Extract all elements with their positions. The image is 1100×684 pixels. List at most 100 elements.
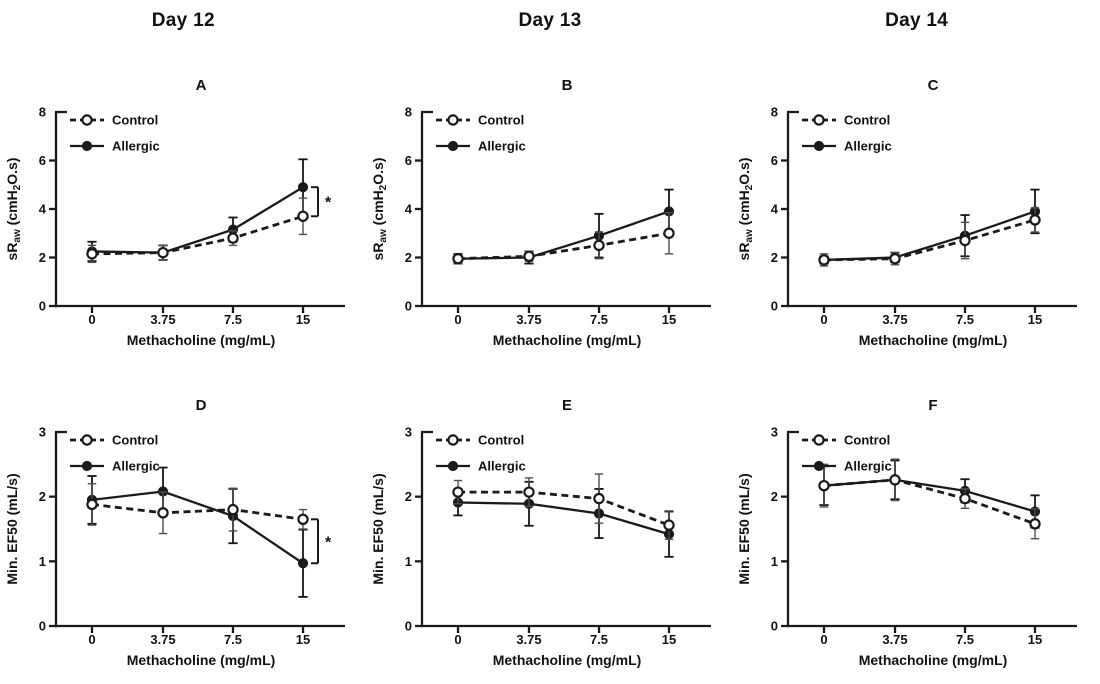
day-header-13: Day 13 bbox=[518, 10, 582, 31]
x-axis-label: Methacholine (mg/mL) bbox=[859, 652, 1008, 668]
y-tick-label: 3 bbox=[39, 425, 46, 440]
series-allergic bbox=[86, 466, 309, 598]
x-tick-label: 0 bbox=[454, 312, 461, 327]
legend: Control Allergic bbox=[436, 113, 526, 154]
y-axis bbox=[49, 110, 67, 308]
y-tick-label: 3 bbox=[405, 425, 412, 440]
x-tick-label: 0 bbox=[88, 312, 95, 327]
x-tick-label: 3.75 bbox=[882, 312, 907, 327]
series-line bbox=[457, 231, 670, 261]
y-axis bbox=[415, 110, 433, 308]
y-tick-label: 0 bbox=[39, 299, 46, 314]
y-tick-label: 1 bbox=[405, 554, 412, 569]
x-tick-label: 15 bbox=[662, 312, 676, 327]
panel-d-chart: D 0 1 2 3 0 3.75 7.5 15 Methacholine (mg/mL) Min. … bbox=[4, 397, 345, 668]
y-axis-label: Min. EF50 (mL/s) bbox=[736, 473, 752, 584]
series-line bbox=[457, 501, 670, 536]
panel-letter: A bbox=[196, 77, 207, 94]
y-axis bbox=[781, 430, 799, 628]
series-line bbox=[458, 490, 670, 527]
legend-label-allergic: Allergic bbox=[478, 139, 526, 154]
y-tick-label: 6 bbox=[39, 153, 46, 168]
series-allergic bbox=[452, 188, 675, 265]
series-line bbox=[823, 478, 1036, 526]
legend-label-allergic: Allergic bbox=[112, 459, 160, 474]
y-tick-label: 6 bbox=[405, 153, 412, 168]
y-axis-label: Min. EF50 (mL/s) bbox=[370, 473, 386, 584]
x-tick-label: 7.5 bbox=[956, 632, 974, 647]
series-control bbox=[452, 211, 675, 265]
y-axis bbox=[781, 110, 799, 308]
series-control bbox=[818, 458, 1041, 540]
panel-letter: B bbox=[562, 77, 573, 94]
y-tick-label: 8 bbox=[39, 105, 46, 120]
y-tick-label: 2 bbox=[771, 489, 778, 504]
panel-c-chart: C 0 2 4 6 8 0 3.75 7.5 15 Methacholine (mg/mL) sRaw… bbox=[736, 77, 1077, 348]
x-axis bbox=[421, 624, 711, 633]
y-tick-label: 6 bbox=[771, 153, 778, 168]
legend-label-control: Control bbox=[844, 433, 890, 448]
x-tick-label: 7.5 bbox=[590, 632, 608, 647]
day-header-14: Day 14 bbox=[885, 10, 949, 31]
series-control bbox=[86, 197, 309, 264]
x-tick-label: 15 bbox=[296, 632, 310, 647]
x-tick-label: 0 bbox=[454, 632, 461, 647]
x-axis bbox=[55, 624, 345, 633]
series-markers bbox=[818, 214, 1041, 266]
x-axis bbox=[787, 304, 1077, 313]
error-bars bbox=[819, 207, 1040, 267]
series-line bbox=[91, 214, 304, 256]
legend-label-allergic: Allergic bbox=[478, 459, 526, 474]
series-markers bbox=[86, 486, 309, 569]
x-tick-label: 0 bbox=[820, 312, 827, 327]
x-axis-label: Methacholine (mg/mL) bbox=[493, 652, 642, 668]
legend: Control Allergic bbox=[70, 433, 160, 474]
legend: Control Allergic bbox=[436, 433, 526, 474]
y-tick-label: 0 bbox=[771, 619, 778, 634]
legend-label-control: Control bbox=[112, 433, 158, 448]
series-line bbox=[91, 490, 304, 565]
series-control bbox=[818, 207, 1041, 267]
y-axis-label: sRaw (cmH2O.s) bbox=[4, 158, 23, 261]
panel-letter: F bbox=[928, 397, 937, 414]
y-tick-label: 1 bbox=[39, 554, 46, 569]
x-tick-label: 7.5 bbox=[590, 312, 608, 327]
y-tick-label: 2 bbox=[405, 250, 412, 265]
panel-a-chart: A 0 2 4 6 8 0 3.75 7.5 15 Methacholine (mg/mL) sRaw… bbox=[4, 77, 345, 348]
legend: Control Allergic bbox=[70, 113, 160, 154]
series-markers bbox=[86, 498, 309, 525]
error-bars bbox=[453, 188, 674, 265]
series-markers bbox=[818, 206, 1041, 266]
legend-label-control: Control bbox=[478, 113, 524, 128]
series-control bbox=[452, 473, 675, 541]
series-line bbox=[91, 503, 304, 521]
legend-label-allergic: Allergic bbox=[844, 139, 892, 154]
legend: Control Allergic bbox=[802, 433, 892, 474]
x-tick-label: 15 bbox=[662, 632, 676, 647]
series-markers bbox=[818, 474, 1041, 517]
day-header-12: Day 12 bbox=[151, 10, 215, 31]
series-line bbox=[823, 218, 1036, 262]
series-line bbox=[91, 186, 304, 254]
y-tick-label: 8 bbox=[405, 105, 412, 120]
y-tick-label: 2 bbox=[39, 489, 46, 504]
y-tick-label: 2 bbox=[39, 250, 46, 265]
panel-letter: E bbox=[562, 397, 572, 414]
series-markers bbox=[452, 227, 675, 265]
series-control bbox=[86, 483, 309, 535]
legend-label-control: Control bbox=[844, 113, 890, 128]
x-tick-label: 3.75 bbox=[516, 632, 541, 647]
x-tick-label: 0 bbox=[820, 632, 827, 647]
x-axis bbox=[787, 624, 1077, 633]
x-tick-label: 15 bbox=[1028, 312, 1042, 327]
x-tick-label: 15 bbox=[296, 312, 310, 327]
error-bars bbox=[819, 188, 1040, 265]
x-tick-label: 0 bbox=[88, 632, 95, 647]
y-axis-label: sRaw (cmH2O.s) bbox=[736, 158, 755, 261]
day-headers: Day 12 Day 13 Day 14 bbox=[0, 0, 1100, 44]
legend: Control Allergic bbox=[802, 113, 892, 154]
significance-label: * bbox=[325, 195, 332, 212]
series-markers bbox=[452, 486, 675, 531]
y-axis bbox=[49, 430, 67, 628]
x-axis-label: Methacholine (mg/mL) bbox=[859, 332, 1008, 348]
